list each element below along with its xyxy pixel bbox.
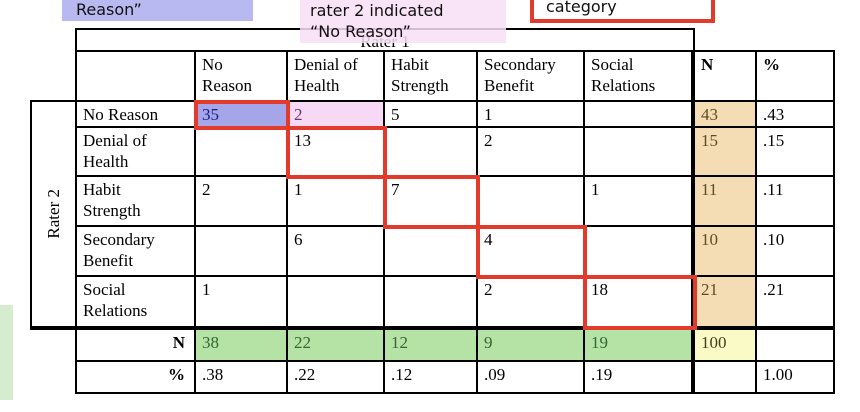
matrix-cell	[196, 227, 288, 277]
red-outline-social-relations-agreement	[583, 275, 697, 330]
col-header-social-relations: Social Relations	[585, 50, 695, 102]
matrix-cell: 2	[196, 177, 288, 227]
red-outline-no-reason-agreement	[194, 100, 290, 130]
summary-n-pct-cell	[757, 330, 835, 362]
matrix-cell	[585, 227, 695, 277]
summary-n-cell: 22	[288, 330, 385, 362]
matrix-cell	[196, 128, 288, 177]
row-label-no-reason: No Reason	[75, 102, 196, 128]
summary-pct-label: %	[75, 362, 196, 394]
matrix-cell	[288, 277, 385, 330]
matrix-cell: 6	[288, 227, 385, 277]
matrix-cell	[585, 128, 695, 177]
summary-pct-cell: .12	[385, 362, 478, 394]
annotation-category: category	[530, 0, 715, 23]
summary-n-cell: 38	[196, 330, 288, 362]
red-outline-denial-of-health-agreement	[286, 126, 387, 179]
annotation-rater2-indicated: rater 2 indicated “No Reason”	[300, 0, 506, 43]
corner-cell	[75, 50, 196, 102]
summary-n-cell: 19	[585, 330, 695, 362]
summary-pct-cell: .22	[288, 362, 385, 394]
row-pct-cell: .11	[757, 177, 835, 227]
row-pct-cell: .21	[757, 277, 835, 330]
rater2-label: Rater 2	[43, 189, 63, 239]
matrix-cell: 1	[196, 277, 288, 330]
row-n-cell: 11	[695, 177, 757, 227]
summary-pct-n-cell	[695, 362, 757, 394]
rater2-header: Rater 2	[30, 100, 75, 330]
grand-total-cell: 100	[695, 330, 757, 362]
matrix-cell: 2	[288, 102, 385, 128]
matrix-cell	[585, 102, 695, 128]
matrix-cell: 1	[288, 177, 385, 227]
row-n-cell: 15	[695, 128, 757, 177]
col-header-secondary-benefit: Secondary Benefit	[478, 50, 585, 102]
pct-total-cell: 1.00	[757, 362, 835, 394]
annotation-no-reason: Reason”	[62, 0, 253, 21]
row-pct-cell: .10	[757, 227, 835, 277]
row-pct-cell: .43	[757, 102, 835, 128]
matrix-cell: 5	[385, 102, 478, 128]
matrix-cell: 1	[585, 177, 695, 227]
summary-n-label: N	[75, 330, 196, 362]
matrix-cell: 1	[478, 102, 585, 128]
summary-n-cell: 9	[478, 330, 585, 362]
row-label-habit-strength: Habit Strength	[75, 177, 196, 227]
matrix-cell	[385, 128, 478, 177]
col-header-denial-of-health: Denial of Health	[288, 50, 385, 102]
summary-pct-cell: .19	[585, 362, 695, 394]
annotation-rater2-line2: “No Reason”	[310, 22, 411, 41]
summary-pct-cell: .38	[196, 362, 288, 394]
matrix-cell	[385, 227, 478, 277]
agreement-matrix-table: No Reason Denial of Health Habit Strengt…	[75, 50, 835, 394]
row-label-secondary-benefit: Secondary Benefit	[75, 227, 196, 277]
col-header-no-reason: No Reason	[196, 50, 288, 102]
row-pct-cell: .15	[757, 128, 835, 177]
row-n-cell: 21	[695, 277, 757, 330]
red-outline-habit-strength-agreement	[383, 175, 480, 229]
row-label-denial-of-health: Denial of Health	[75, 128, 196, 177]
row-label-social-relations: Social Relations	[75, 277, 196, 330]
row-n-cell: 10	[695, 227, 757, 277]
summary-n-cell: 12	[385, 330, 478, 362]
row-n-cell: 43	[695, 102, 757, 128]
summary-pct-cell: .09	[478, 362, 585, 394]
matrix-cell: 2	[478, 128, 585, 177]
annotation-rater2-line1: rater 2 indicated	[310, 1, 444, 20]
matrix-cell	[478, 177, 585, 227]
col-header-habit-strength: Habit Strength	[385, 50, 478, 102]
col-header-n: N	[695, 50, 757, 102]
matrix-cell: 2	[478, 277, 585, 330]
red-outline-secondary-benefit-agreement	[476, 225, 587, 279]
green-highlight-strip	[0, 305, 13, 400]
matrix-cell	[385, 277, 478, 330]
col-header-pct: %	[757, 50, 835, 102]
